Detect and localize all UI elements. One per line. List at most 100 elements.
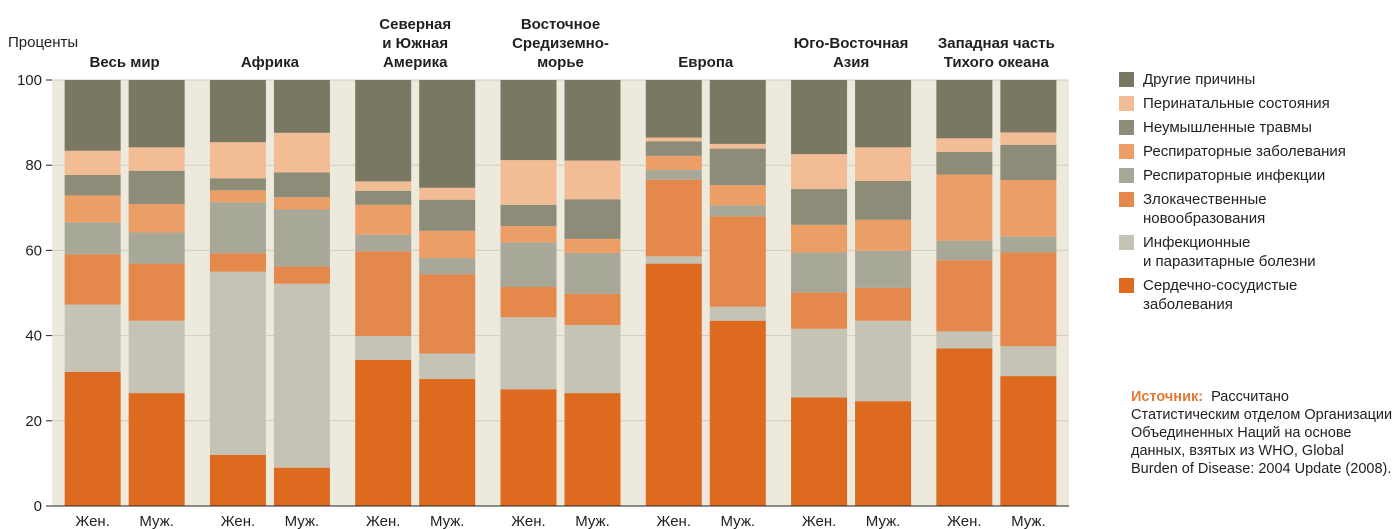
legend-label: Другие причины: [1143, 71, 1256, 88]
bar-segment: [791, 292, 848, 329]
bar-segment: [564, 293, 621, 325]
y-tick-label: 100: [17, 72, 42, 89]
bar-segment: [709, 216, 766, 307]
bar-segment: [855, 219, 912, 251]
bar-segment: [855, 180, 912, 220]
bar-segment: [791, 154, 848, 190]
legend-swatch: [1119, 96, 1134, 111]
bar-segment: [709, 143, 766, 149]
bar-segment: [564, 80, 621, 161]
bar-segment: [355, 204, 412, 235]
chart-legend: Другие причины Перинатальные состояния Н…: [1119, 70, 1395, 319]
x-tick-label: Муж.: [139, 513, 174, 529]
bar-segment: [1000, 132, 1057, 145]
bar-segment: [564, 393, 621, 506]
bar-segment: [564, 324, 621, 394]
bar-segment: [564, 199, 621, 239]
region-title-line: Весь мир: [90, 54, 160, 71]
bar-segment: [791, 397, 848, 506]
x-tick-label: Муж.: [1011, 513, 1046, 529]
bar-segment: [64, 150, 121, 175]
bar-segment: [936, 260, 993, 332]
region-title: Юго-Восточная Азия: [794, 35, 909, 71]
legend-label: Респираторные инфекции: [1143, 167, 1326, 184]
bar-segment: [128, 232, 185, 264]
bar-segment: [645, 263, 702, 506]
bar-segment: [273, 132, 330, 173]
region-group: Юго-Восточная Азия Жен. Муж.: [791, 35, 912, 529]
bar-segment: [355, 336, 412, 360]
bar-segment: [1000, 144, 1057, 181]
bar-segment: [419, 199, 476, 231]
bar-segment: [855, 147, 912, 181]
bar-segment: [64, 254, 121, 305]
bar-segment: [936, 331, 993, 349]
bar-segment: [936, 348, 993, 506]
legend-swatch: [1119, 192, 1134, 207]
legend-swatch: [1119, 278, 1134, 293]
bar-segment: [709, 80, 766, 144]
x-tick-label: Муж.: [285, 513, 320, 529]
source-note: Источник: Рассчитано Статистическим отдел…: [1131, 388, 1393, 478]
bar-segment: [209, 253, 266, 272]
bar-segment: [645, 169, 702, 180]
x-tick-label: Жен.: [75, 513, 109, 529]
bar-segment: [500, 204, 557, 227]
bar-segment: [1000, 346, 1057, 377]
bar-segment: [209, 178, 266, 191]
x-tick-label: Жен.: [947, 513, 981, 529]
bar-segment: [419, 187, 476, 200]
region-group: Весь мир Жен. Муж.: [64, 54, 185, 529]
bar-segment: [936, 174, 993, 241]
x-tick-label: Жен.: [657, 513, 691, 529]
bar-segment: [500, 160, 557, 205]
bar-segment: [500, 226, 557, 243]
bar-segment: [64, 174, 121, 196]
bar-segment: [500, 287, 557, 318]
bar-segment: [273, 80, 330, 133]
bar-segment: [64, 371, 121, 506]
x-tick-label: Жен.: [802, 513, 836, 529]
region-group: Западная часть Тихого океана Жен. Муж.: [936, 35, 1057, 529]
bar-segment: [355, 181, 412, 191]
y-axis-label: Проценты: [8, 34, 78, 51]
region-title-line: Северная: [379, 16, 451, 33]
legend-label: Сердечно-сосудистые заболевания: [1143, 277, 1298, 313]
x-tick-label: Муж.: [866, 513, 901, 529]
legend-label: Респираторные заболевания: [1143, 143, 1346, 160]
x-tick-label: Муж.: [575, 513, 610, 529]
bar-segment: [128, 320, 185, 394]
bar-segment: [355, 234, 412, 252]
bar-segment: [273, 266, 330, 284]
source-label: Источник:: [1131, 389, 1204, 405]
region-title-line: Америка: [383, 54, 448, 71]
bar-segment: [128, 393, 185, 506]
bar-segment: [273, 283, 330, 468]
x-tick-label: Муж.: [721, 513, 756, 529]
bar-segment: [936, 80, 993, 139]
bar-segment: [855, 250, 912, 288]
bar-segment: [273, 209, 330, 267]
bar-segment: [791, 224, 848, 253]
bar-segment: [419, 353, 476, 380]
legend-item-respiratory-diseases: Респираторные заболевания: [1119, 142, 1395, 161]
bar-segment: [1000, 376, 1057, 506]
legend-swatch: [1119, 72, 1134, 87]
y-tick-label: 80: [25, 157, 42, 174]
legend-label: Неумышленные травмы: [1143, 119, 1312, 136]
bar-segment: [209, 454, 266, 506]
bar-segment: [419, 258, 476, 275]
bar-segment: [855, 320, 912, 402]
bar-segment: [936, 151, 993, 175]
bar-segment: [419, 80, 476, 188]
legend-swatch: [1119, 168, 1134, 183]
bar-segment: [128, 147, 185, 171]
x-tick-label: Жен.: [366, 513, 400, 529]
region-title-line: Средиземно-: [512, 35, 609, 52]
bar-segment: [209, 80, 266, 143]
region-title-line: Восточное: [521, 16, 600, 33]
region-title-line: морье: [537, 54, 584, 71]
bar-segment: [273, 467, 330, 506]
bar-segment: [128, 80, 185, 148]
